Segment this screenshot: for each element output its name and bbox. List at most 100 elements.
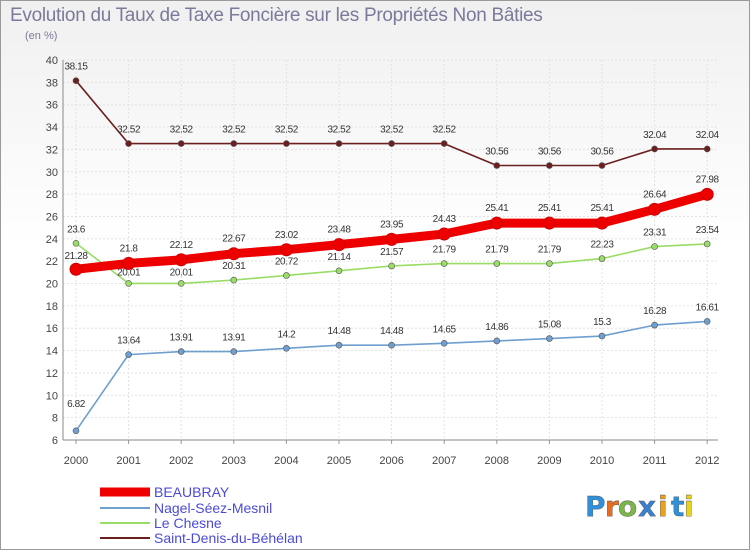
data-point: [700, 187, 714, 201]
data-point: [440, 340, 448, 347]
data-label: 15.08: [538, 320, 562, 331]
logo-letter: i: [684, 490, 694, 523]
x-tick-label: 2000: [64, 455, 88, 467]
data-label: 25.41: [538, 203, 562, 214]
data-point: [440, 140, 448, 147]
data-label: 23.02: [275, 230, 299, 241]
x-tick-label: 2011: [643, 455, 667, 467]
data-point: [651, 321, 658, 329]
data-point: [388, 140, 395, 147]
data-point: [125, 140, 132, 147]
y-tick-label: 14: [46, 346, 58, 358]
data-point: [72, 77, 80, 84]
x-tick-label: 2010: [590, 455, 614, 467]
data-label: 22.67: [222, 234, 246, 245]
x-tick-label: 2012: [695, 455, 719, 467]
data-point: [283, 345, 290, 352]
data-label: 21.79: [433, 245, 457, 256]
data-label: 23.31: [643, 228, 667, 239]
data-point: [703, 318, 711, 325]
x-tick-label: 2002: [169, 455, 193, 467]
data-label: 22.12: [170, 240, 194, 251]
logo-letter: i: [658, 490, 668, 523]
data-label: 30.56: [485, 147, 509, 158]
data-point: [437, 227, 451, 241]
x-tick-label: 2009: [537, 455, 561, 467]
data-label: 23.48: [327, 225, 351, 236]
data-point: [546, 162, 553, 169]
data-label: 24.43: [433, 214, 457, 225]
data-point: [72, 427, 80, 435]
data-label: 23.6: [67, 224, 86, 235]
data-label: 21.79: [485, 245, 509, 256]
data-point: [388, 262, 395, 270]
data-point: [493, 337, 501, 345]
y-tick-label: 28: [46, 189, 58, 201]
y-tick-label: 26: [46, 211, 58, 223]
x-tick-label: 2001: [116, 455, 140, 467]
legend-label: Saint-Denis-du-Béhélan: [154, 530, 303, 546]
data-point: [703, 145, 711, 153]
legend-label: Nagel-Séez-Mesnil: [154, 500, 272, 516]
data-point: [227, 247, 241, 261]
data-point: [542, 216, 556, 230]
y-tick-label: 36: [46, 100, 58, 112]
data-point: [440, 260, 448, 267]
data-label: 32.04: [643, 130, 667, 141]
y-tick-label: 16: [46, 323, 58, 335]
data-point: [177, 348, 185, 355]
data-point: [174, 253, 188, 267]
data-point: [546, 260, 553, 267]
data-label: 25.41: [485, 203, 509, 214]
data-label: 14.2: [277, 329, 296, 340]
x-tick-label: 2007: [432, 455, 456, 467]
data-point: [493, 162, 501, 169]
data-label: 21.79: [538, 245, 562, 256]
data-point: [230, 140, 238, 147]
data-point: [335, 140, 343, 147]
data-label: 21.14: [327, 252, 351, 263]
data-label: 23.95: [380, 219, 404, 230]
y-tick-label: 32: [46, 144, 58, 156]
data-label: 14.86: [485, 322, 509, 333]
x-tick-label: 2004: [274, 455, 298, 467]
data-point: [651, 145, 658, 153]
y-tick-label: 38: [46, 77, 58, 89]
data-point: [125, 351, 132, 358]
y-tick-label: 18: [46, 301, 58, 313]
data-label: 32.52: [117, 125, 141, 136]
chart-title: Evolution du Taux de Taxe Foncière sur l…: [10, 5, 543, 26]
logo-letter: t: [671, 490, 684, 523]
data-point: [651, 243, 658, 250]
y-tick-label: 8: [52, 413, 58, 425]
logo-letter: x: [638, 490, 656, 523]
data-point: [493, 260, 501, 267]
legend-label: Le Chesne: [154, 515, 222, 531]
y-tick-label: 22: [46, 256, 58, 268]
data-label: 16.28: [643, 306, 667, 317]
data-label: 26.64: [643, 189, 667, 200]
data-point: [230, 276, 238, 284]
x-tick-label: 2005: [327, 455, 351, 467]
data-label: 13.91: [170, 333, 194, 344]
y-tick-label: 20: [46, 279, 58, 291]
data-point: [335, 341, 343, 349]
x-tick-label: 2003: [222, 455, 246, 467]
data-label: 32.52: [222, 125, 246, 136]
x-tick-label: 2006: [379, 455, 403, 467]
data-point: [335, 267, 343, 275]
data-point: [122, 256, 136, 270]
data-label: 32.52: [275, 125, 299, 136]
data-label: 30.56: [538, 147, 562, 158]
data-point: [177, 280, 185, 287]
data-point: [283, 272, 290, 279]
logo-letter: o: [618, 490, 637, 523]
y-tick-label: 34: [46, 122, 58, 134]
data-point: [177, 140, 185, 147]
data-label: 20.31: [222, 261, 246, 272]
data-label: 20.01: [117, 267, 141, 278]
data-label: 32.52: [380, 125, 404, 136]
